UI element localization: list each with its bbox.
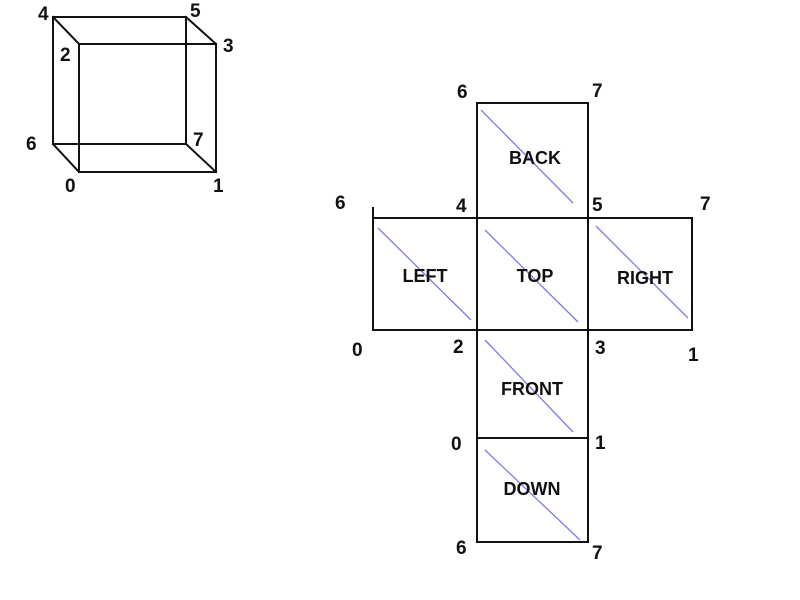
cube-vertex-label: 3 xyxy=(223,36,234,57)
face-left: LEFT xyxy=(372,207,478,331)
cube-edge xyxy=(51,142,81,174)
net-vertex-label: 4 xyxy=(456,196,467,217)
net-vertex-label: 3 xyxy=(595,338,606,359)
cube-net: BACK LEFT TOP RIGHT FRONT xyxy=(372,102,693,543)
face-back: BACK xyxy=(476,102,589,219)
face-diagonal xyxy=(377,227,472,321)
face-right: RIGHT xyxy=(587,217,693,331)
cube-vertex-label: 7 xyxy=(193,130,204,151)
net-vertex-label: 7 xyxy=(700,194,711,215)
cube-vertex-label: 0 xyxy=(65,176,76,197)
net-vertex-label: 2 xyxy=(453,337,464,358)
face-label-down: DOWN xyxy=(504,479,561,499)
face-diagonal xyxy=(484,229,579,323)
net-vertex-label: 6 xyxy=(457,82,468,103)
net-vertex-label: 5 xyxy=(592,195,603,216)
net-vertex-label: 7 xyxy=(592,81,603,102)
cube-wireframe xyxy=(51,15,218,174)
cube-vertex-labels: 4 5 2 3 6 7 0 1 xyxy=(26,1,234,197)
net-vertex-labels: 6 7 6 4 5 7 0 2 3 1 0 1 6 7 xyxy=(335,81,711,564)
cube-vertex-label: 5 xyxy=(190,1,201,22)
cube-edge xyxy=(51,15,81,46)
cube-vertex-label: 1 xyxy=(213,176,224,197)
face-diagonal xyxy=(484,449,581,541)
face-label-left: LEFT xyxy=(403,266,448,286)
net-vertex-label: 1 xyxy=(595,433,606,454)
net-vertex-label: 6 xyxy=(335,193,346,214)
face-down: DOWN xyxy=(476,437,589,543)
net-vertex-label: 1 xyxy=(688,345,699,366)
face-label-right: RIGHT xyxy=(617,268,673,288)
face-diagonal xyxy=(480,109,574,204)
face-top: TOP xyxy=(476,217,589,331)
face-diagonal xyxy=(595,225,689,319)
face-front: FRONT xyxy=(476,329,589,439)
cube-vertex-label: 4 xyxy=(38,4,49,25)
net-vertex-label: 6 xyxy=(456,538,467,559)
net-vertex-label: 7 xyxy=(592,543,603,564)
net-vertex-label: 0 xyxy=(451,434,462,455)
cube-edge xyxy=(184,15,218,46)
cube-vertex-label: 2 xyxy=(60,45,71,66)
net-vertex-label: 0 xyxy=(352,340,363,361)
face-diagonal xyxy=(484,339,574,433)
cube-vertex-label: 6 xyxy=(26,134,37,155)
face-label-top: TOP xyxy=(517,266,554,286)
cube-edge xyxy=(184,142,218,174)
face-label-back: BACK xyxy=(509,148,561,168)
face-label-front: FRONT xyxy=(501,379,563,399)
